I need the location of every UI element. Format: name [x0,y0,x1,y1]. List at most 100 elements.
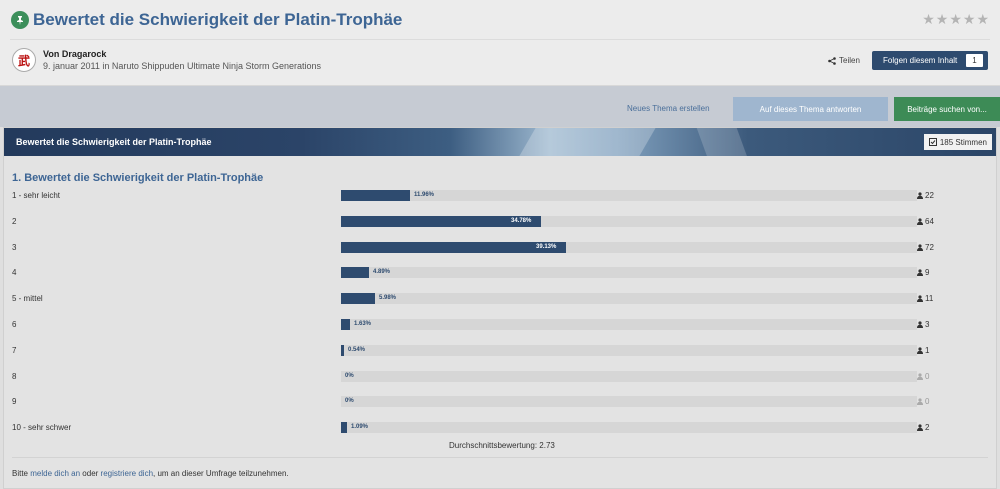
share-icon [828,56,836,65]
poll-bar-fill [341,293,375,305]
poll-vote-count: 0 [917,372,929,381]
star-icon[interactable]: ★ [922,11,935,27]
new-topic-link[interactable]: Neues Thema erstellen [627,104,710,113]
register-link[interactable]: registriere dich [100,469,154,478]
poll-vote-count: 1 [917,346,929,355]
poll-bar-track: 4.89% [341,267,917,279]
follow-label: Folgen diesem Inhalt [883,56,958,65]
poll-header: Bewertet die Schwierigkeit der Platin-Tr… [4,128,996,156]
poll-bar-track: 34.78% [341,215,917,227]
poll-option-label: 6 [12,320,17,329]
poll-question: 1. Bewertet die Schwierigkeit der Platin… [12,172,264,184]
user-icon [917,243,923,251]
poll-vote-count: 64 [917,217,934,226]
poll-option-row: 5 - mittel 5.98% 11 [12,293,988,305]
topic-meta: 9. januar 2011 in Naruto Shippuden Ultim… [43,61,321,71]
poll-vote-count: 9 [917,268,929,277]
avatar[interactable]: 武 [12,48,36,72]
poll-option-label: 8 [12,371,17,381]
vote-number: 9 [925,268,930,278]
poll: Bewertet die Schwierigkeit der Platin-Tr… [3,127,997,489]
poll-title: Bewertet die Schwierigkeit der Platin-Tr… [16,137,212,147]
poll-percent: 0.54% [348,346,366,353]
vote-number: 0 [925,371,930,381]
poll-option-row: 9 0% 0 [12,396,988,408]
search-posts-button[interactable]: Beiträge suchen von... [894,97,1000,121]
poll-bar-track: 1.09% [341,422,917,434]
follow-button[interactable]: Folgen diesem Inhalt 1 [872,51,988,70]
poll-percent: 1.63% [354,321,372,327]
poll-bar-fill [341,190,410,201]
poll-vote-count: 72 [917,243,934,252]
poll-option-label: 9 [12,397,17,407]
vote-number: 0 [925,397,930,407]
poll-option-label: 4 [12,268,17,278]
poll-percent: 4.89% [373,269,391,276]
poll-option-label: 3 [12,242,17,252]
poll-option-row: 6 1.63% 3 [12,319,988,331]
pin-icon [11,11,29,29]
rating-stars[interactable]: ★ ★ ★ ★ ★ [922,12,989,26]
poll-vote-count: 22 [917,191,934,200]
total-votes: 185 Stimmen [939,137,987,147]
user-icon [917,295,923,303]
vote-number: 22 [925,191,934,200]
poll-option-row: 2 34.78% 64 [12,215,988,228]
user-icon [917,424,923,432]
user-icon [917,347,923,354]
divider [12,457,988,458]
user-icon [917,218,923,225]
star-icon[interactable]: ★ [935,11,949,27]
poll-percent: 34.78% [511,217,532,224]
poll-bar-track: 0% [341,370,917,382]
poll-bar-fill [341,267,369,279]
vote-number: 2 [925,423,930,433]
login-link[interactable]: melde dich an [30,469,81,478]
vote-number: 72 [925,242,934,252]
share-button[interactable]: Teilen [828,56,860,65]
poll-option-label: 5 - mittel [12,294,43,304]
vote-number: 64 [925,216,934,226]
poll-bar-fill [341,241,566,253]
poll-option-label: 1 - sehr leicht [12,191,61,200]
author-name[interactable]: Von Dragarock [43,49,107,59]
poll-option-row: 10 - sehr schwer 1.09% 2 [12,422,988,434]
user-icon [917,321,923,328]
poll-option-label: 7 [12,345,17,355]
poll-vote-count: 2 [917,423,929,432]
poll-vote-count: 11 [917,294,933,303]
poll-bar-track: 0% [341,396,917,408]
poll-vote-count: 0 [917,397,929,406]
poll-percent: 11.96% [414,192,435,198]
poll-option-row: 4 4.89% 9 [12,267,988,279]
poll-bar-track: 1.63% [341,319,917,330]
poll-option-row: 7 0.54% 1 [12,344,988,357]
total-votes-badge: 185 Stimmen [923,134,992,150]
vote-number: 1 [925,345,930,355]
poll-option-row: 8 0% 0 [12,370,988,383]
poll-vote-count: 3 [917,320,929,329]
topic-header: Bewertet die Schwierigkeit der Platin-Tr… [0,0,1000,86]
page-title: Bewertet die Schwierigkeit der Platin-Tr… [33,10,403,29]
user-icon [917,372,923,380]
poll-percent: 5.98% [379,295,397,302]
poll-bar-track: 11.96% [341,190,917,201]
poll-bar-fill [341,422,347,434]
average-rating: Durchschnittsbewertung: 2.73 [449,441,555,450]
poll-bar-fill [341,319,350,330]
user-icon [917,398,923,406]
star-icon[interactable]: ★ [976,11,989,27]
poll-option-row: 3 39.13% 72 [12,241,988,254]
star-icon[interactable]: ★ [962,11,976,27]
vote-number: 3 [925,320,930,329]
poll-percent: 39.13% [536,243,557,250]
poll-bar-track: 39.13% [341,241,917,253]
login-notice: Bitte melde dich an oder registriere dic… [12,469,289,478]
poll-bar-track: 0.54% [341,344,917,356]
vote-number: 11 [925,294,934,304]
user-icon [917,269,923,277]
reply-button[interactable]: Auf dieses Thema antworten [733,97,888,121]
star-icon[interactable]: ★ [949,11,962,27]
poll-percent: 0% [345,372,354,379]
poll-bar-fill [341,344,344,356]
